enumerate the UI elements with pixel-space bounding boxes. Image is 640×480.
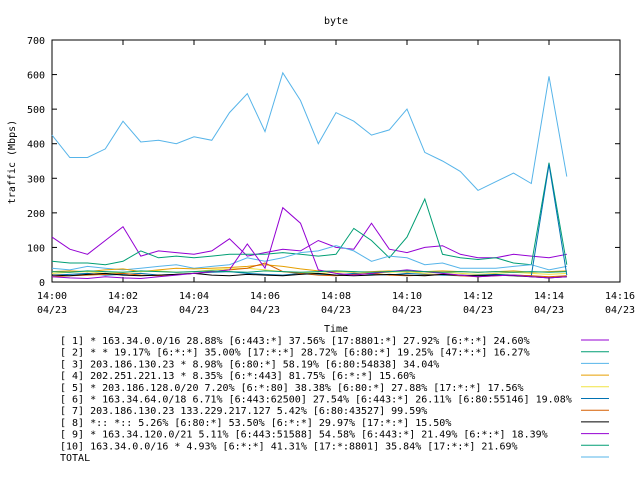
- series-line-10: [51, 270, 567, 273]
- legend-entry-label: [ 8] *:: *:: 5.26% [6:80:*] 53.50% [6:*:…: [60, 418, 451, 429]
- y-axis-label: traffic (Mbps): [7, 120, 18, 204]
- legend-entry-label: [ 5] * 203.186.128.0/20 7.20% [6:*:80] 3…: [60, 383, 524, 394]
- legend-entry-label: [ 9] * 163.34.120.0/21 5.11% [6:443:5158…: [60, 430, 548, 441]
- legend-entry-label: TOTAL: [60, 453, 90, 464]
- chart-title: byte: [324, 16, 348, 27]
- x-tick-label-time: 14:02: [108, 291, 138, 302]
- x-ticks: 14:00 04/23 14:02 04/23 14:04 04/23 14:06 04/23…: [37, 40, 635, 316]
- x-tick-label-time: 14:06: [250, 291, 280, 302]
- y-tick-label: 400: [27, 140, 45, 151]
- x-tick-label-date: 04/23: [605, 305, 635, 316]
- legend-entry-label: [10] 163.34.0.0/16 * 4.93% [6:*:*] 41.31…: [60, 441, 518, 452]
- x-tick-label-time: 14:04: [179, 291, 209, 302]
- x-tick-label-date: 04/23: [108, 305, 138, 316]
- y-tick-label: 300: [27, 174, 45, 185]
- legend-entry-label: [ 2] * * 19.17% [6:*:*] 35.00% [17:*:*] …: [60, 348, 530, 359]
- y-tick-label: 500: [27, 105, 45, 116]
- x-tick-label-date: 04/23: [250, 305, 280, 316]
- legend-entry-label: [ 4] 202.251.221.13 * 8.35% [6:*:443] 81…: [60, 371, 415, 382]
- series-line-3: [51, 245, 567, 271]
- x-tick-label-date: 04/23: [463, 305, 493, 316]
- x-tick-label-time: 14:12: [463, 291, 493, 302]
- legend-entry-label: [ 6] * 163.34.64.0/18 6.71% [6:443:62500…: [60, 395, 572, 406]
- y-tick-label: 0: [39, 278, 45, 289]
- y-tick-label: 600: [27, 71, 45, 82]
- x-tick-label-time: 14:00: [37, 291, 67, 302]
- x-tick-label-date: 04/23: [392, 305, 422, 316]
- series-line-9: [51, 206, 567, 280]
- x-axis-label: Time: [324, 324, 348, 335]
- series-line-8: [51, 272, 567, 279]
- y-tick-label: 700: [27, 36, 45, 47]
- x-tick-label-date: 04/23: [179, 305, 209, 316]
- y-ticks: 0 100 200 300 400 500 600 700: [27, 36, 620, 289]
- x-tick-label-time: 14:16: [605, 291, 635, 302]
- y-tick-label: 200: [27, 209, 45, 220]
- series-line-6: [51, 164, 568, 277]
- series-line-2: [51, 162, 568, 266]
- x-tick-label-date: 04/23: [534, 305, 564, 316]
- x-tick-label-time: 14:08: [321, 291, 351, 302]
- legend-entry-label: [ 7] 203.186.130.23 133.229.217.127 5.42…: [60, 406, 427, 417]
- legend-entry-label: [ 3] 203.186.130.23 * 8.98% [6:80:*] 58.…: [60, 359, 439, 370]
- legend: [ 1] * 163.34.0.0/16 28.88% [6:443:*] 37…: [60, 336, 609, 464]
- series-line-1: [51, 222, 567, 259]
- series-line-5: [51, 267, 567, 275]
- legend-entry-label: [ 1] * 163.34.0.0/16 28.88% [6:443:*] 37…: [60, 336, 530, 347]
- x-tick-label-date: 04/23: [321, 305, 351, 316]
- y-tick-label: 100: [27, 243, 45, 254]
- x-tick-label-time: 14:14: [534, 291, 564, 302]
- series-line-11: [51, 71, 568, 192]
- plot-lines: [51, 71, 568, 280]
- x-tick-label-time: 14:10: [392, 291, 422, 302]
- x-tick-label-date: 04/23: [37, 305, 67, 316]
